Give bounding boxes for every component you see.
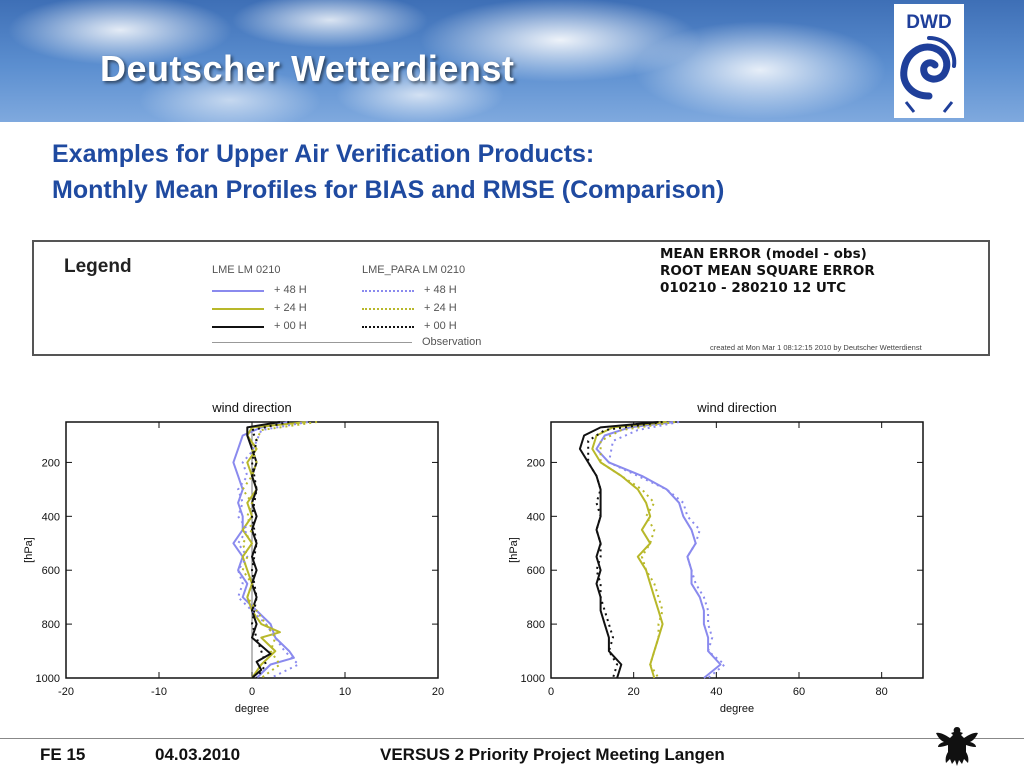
legend-info-line-2: ROOT MEAN SQUARE ERROR: [660, 263, 875, 279]
x-tick-label: 0: [548, 686, 554, 698]
y-tick-label: 200: [527, 457, 545, 469]
y-tick-label: 1000: [36, 673, 60, 685]
series-line: [251, 421, 290, 679]
x-tick-label: 40: [710, 686, 722, 698]
x-tick-label: 20: [628, 686, 640, 698]
legend-swatch: [362, 308, 414, 310]
legend-info: MEAN ERROR (model - obs) ROOT MEAN SQUAR…: [660, 246, 875, 297]
series-line: [591, 421, 667, 679]
x-tick-label: 20: [432, 686, 444, 698]
footer-date: 04.03.2010: [155, 745, 241, 764]
legend-item-lm-48h: + 48 H: [212, 284, 352, 298]
legend-swatch: [212, 326, 264, 328]
chart-title: wind direction: [211, 400, 292, 415]
legend-label: + 00 H: [274, 320, 307, 332]
y-tick-label: 800: [527, 619, 545, 631]
y-tick-label: 1000: [521, 673, 545, 685]
dwd-logo-icon: DWD: [900, 12, 957, 113]
series-line: [578, 421, 659, 679]
legend-info-line-3: 010210 - 280210 12 UTC: [660, 280, 846, 296]
rmse-chart-svg: wind direction 0 20 40 60 80 200 400 600 800 1000 d…: [508, 400, 924, 715]
legend-col1-header: LME LM 0210: [212, 264, 281, 276]
legend-label: + 48 H: [274, 284, 307, 296]
y-axis-label: [hPa]: [23, 537, 35, 563]
legend-label: + 24 H: [424, 302, 457, 314]
x-tick-label: 0: [249, 686, 255, 698]
x-tick-label: 10: [339, 686, 351, 698]
legend-item-para-24h: + 24 H: [362, 302, 502, 316]
legend-label: + 48 H: [424, 284, 457, 296]
footer-event: VERSUS 2 Priority Project Meeting Langen: [380, 745, 725, 764]
logo-text: DWD: [906, 12, 951, 33]
rmse-chart: wind direction 0 20 40 60 80 200 400 600 800 1000 d…: [503, 392, 953, 727]
series-line: [232, 421, 295, 679]
y-tick-label: 800: [42, 619, 60, 631]
y-tick-label: 400: [42, 511, 60, 523]
slide-title-line-1: Examples for Upper Air Verification Prod…: [52, 140, 595, 168]
bias-chart: wind direction -20 -10 0 10 20 200 400 600 800 100…: [18, 392, 468, 727]
dwd-logo: DWD: [894, 4, 964, 118]
x-tick-label: 80: [876, 686, 888, 698]
x-tick-label: -20: [58, 686, 74, 698]
x-axis-label: degree: [720, 703, 754, 715]
x-tick-label: -10: [151, 686, 167, 698]
slide-title-line-2: Monthly Mean Profiles for BIAS and RMSE …: [52, 176, 725, 204]
legend-swatch: [212, 290, 264, 292]
footer-page-number: FE 15: [40, 745, 86, 764]
legend-item-para-48h: + 48 H: [362, 284, 502, 298]
legend-swatch: [212, 342, 412, 343]
legend-created-note: created at Mon Mar 1 08:12:15 2010 by De…: [710, 343, 922, 352]
organization-title: Deutscher Wetterdienst: [100, 48, 515, 89]
header-banner: Deutscher Wetterdienst DWD: [0, 0, 1024, 122]
legend-label: + 24 H: [274, 302, 307, 314]
series-line: [599, 421, 676, 679]
legend-item-lm-00h: + 00 H: [212, 320, 352, 334]
legend-col2-header: LME_PARA LM 0210: [362, 264, 466, 276]
legend-swatch: [212, 308, 264, 310]
y-axis-label: [hPa]: [508, 537, 520, 563]
series-line: [246, 421, 281, 679]
y-tick-label: 400: [527, 511, 545, 523]
series-line: [241, 421, 318, 679]
plot-frame: [550, 421, 924, 679]
legend-swatch: [362, 290, 414, 292]
legend-box: Legend LME LM 0210 LME_PARA LM 0210 + 48…: [32, 240, 990, 356]
federal-eagle-icon: [934, 724, 980, 768]
y-tick-label: 600: [42, 565, 60, 577]
legend-info-line-1: MEAN ERROR (model - obs): [660, 246, 867, 262]
series-line: [241, 421, 308, 679]
y-tick-label: 600: [527, 565, 545, 577]
series-line: [587, 421, 663, 679]
slide-title: Examples for Upper Air Verification Prod…: [52, 136, 972, 208]
series-line: [607, 421, 726, 679]
bias-chart-svg: wind direction -20 -10 0 10 20 200 400 600 800 100…: [23, 400, 444, 715]
legend-item-para-00h: + 00 H: [362, 320, 502, 334]
legend-label: + 00 H: [424, 320, 457, 332]
chart-title: wind direction: [696, 400, 777, 415]
legend-swatch: [362, 326, 414, 328]
legend-heading: Legend: [64, 256, 132, 277]
x-axis-label: degree: [235, 703, 269, 715]
legend-item-observation: Observation: [212, 336, 512, 350]
legend-item-lm-24h: + 24 H: [212, 302, 352, 316]
legend-label: Observation: [422, 336, 482, 348]
x-tick-label: 60: [793, 686, 805, 698]
footer-divider: [0, 738, 1024, 739]
y-tick-label: 200: [42, 457, 60, 469]
